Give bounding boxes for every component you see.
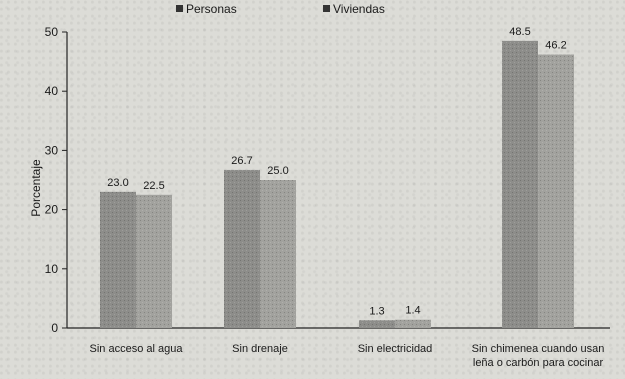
y-tick-label: 30 bbox=[45, 143, 59, 157]
category-label: Sin acceso al agua bbox=[90, 343, 184, 355]
data-label: 26.7 bbox=[231, 155, 252, 167]
category-label: Sin electricidad bbox=[358, 343, 433, 355]
y-tick-label: 0 bbox=[51, 321, 58, 335]
y-tick-label: 10 bbox=[45, 262, 59, 276]
data-label: 23.0 bbox=[107, 177, 128, 189]
legend-label-viviendas: Viviendas bbox=[333, 2, 385, 16]
bar-texture bbox=[502, 40, 538, 328]
bar-texture bbox=[136, 194, 172, 328]
bar-texture bbox=[224, 169, 260, 328]
y-tick-label: 50 bbox=[45, 25, 59, 39]
legend-swatch-viviendas bbox=[323, 5, 330, 12]
category-labels: Sin acceso al agua Sin drenaje Sin electri… bbox=[90, 343, 605, 369]
bar-texture bbox=[260, 180, 296, 328]
bars: 23.0 26.7 1.3 48.5 22.5 25.0 1.4 46.2 bbox=[100, 26, 574, 328]
y-tick-label: 40 bbox=[45, 84, 59, 98]
category-label: leña o carbón para cocinar bbox=[473, 357, 604, 369]
data-label: 1.3 bbox=[369, 305, 384, 317]
data-label: 22.5 bbox=[143, 180, 164, 192]
category-label: Sin chimenea cuando usan bbox=[472, 343, 605, 355]
bar-texture bbox=[359, 320, 395, 328]
data-label: 48.5 bbox=[509, 26, 530, 38]
legend-label-personas: Personas bbox=[186, 2, 237, 16]
bar-texture bbox=[538, 54, 574, 328]
legend: Personas Viviendas bbox=[176, 2, 385, 16]
category-label: Sin drenaje bbox=[232, 343, 288, 355]
data-label: 1.4 bbox=[405, 305, 420, 317]
bar-texture bbox=[395, 319, 431, 328]
y-tick-label: 20 bbox=[45, 203, 59, 217]
data-label: 46.2 bbox=[545, 39, 566, 51]
bar-texture bbox=[100, 191, 136, 328]
data-label: 25.0 bbox=[267, 165, 288, 177]
legend-swatch-personas bbox=[176, 5, 183, 12]
y-axis-title: Porcentaje bbox=[29, 159, 43, 217]
